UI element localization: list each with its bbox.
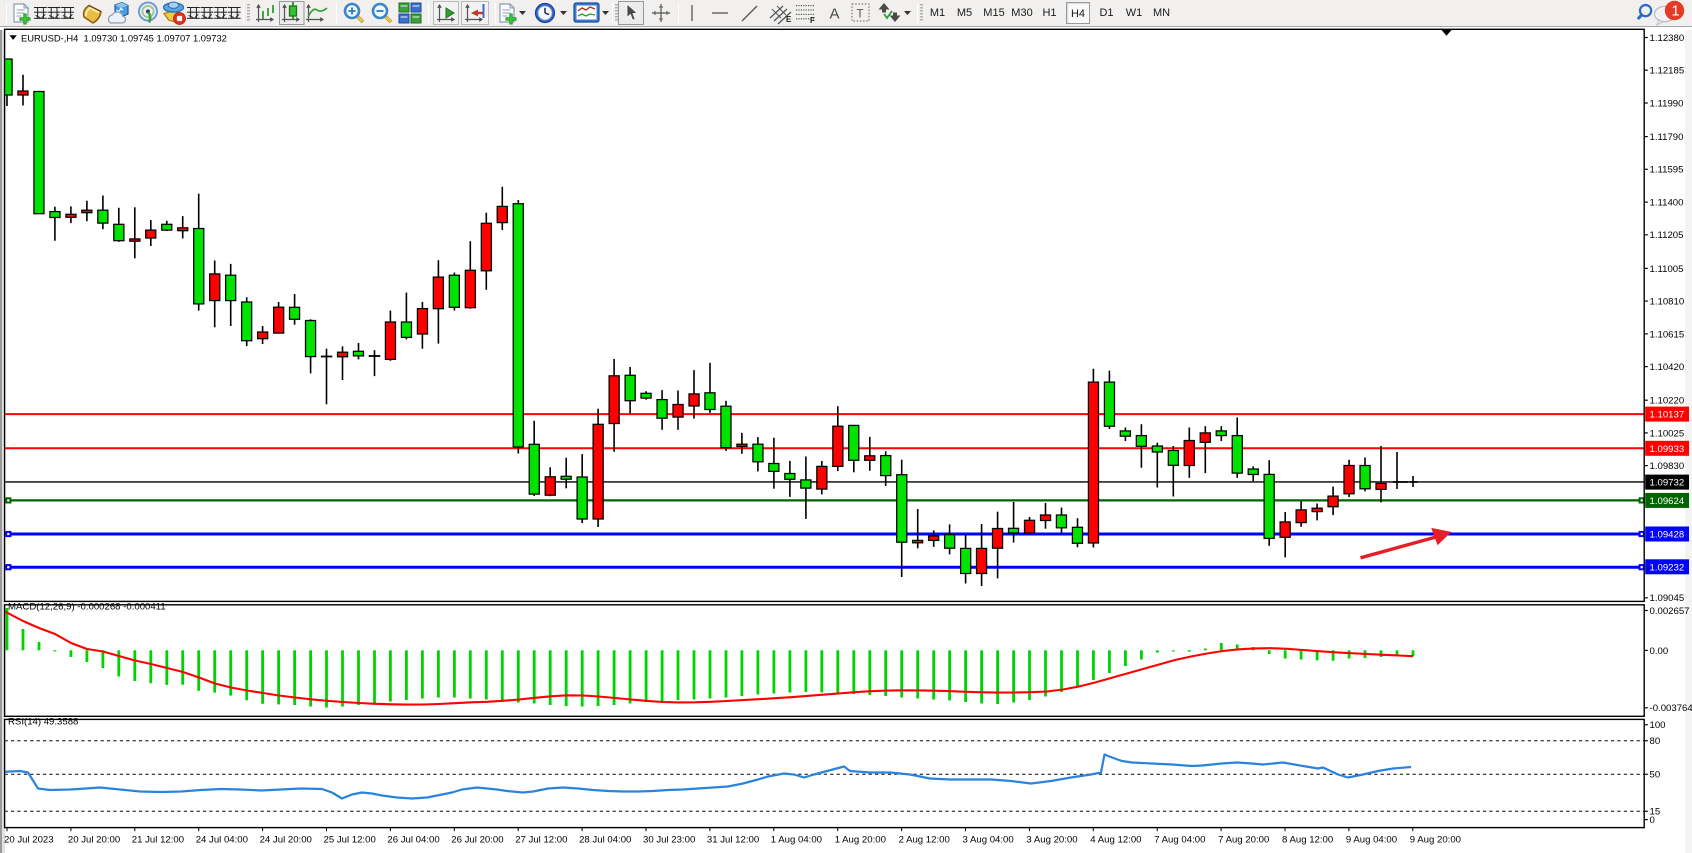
svg-text:100: 100: [1650, 720, 1666, 731]
svg-text:1.10810: 1.10810: [1650, 297, 1685, 308]
svg-text:0: 0: [1650, 815, 1655, 826]
svg-text:1.10025: 1.10025: [1650, 428, 1685, 439]
svg-text:25 Jul 12:00: 25 Jul 12:00: [324, 835, 376, 846]
svg-text:8 Aug 12:00: 8 Aug 12:00: [1282, 835, 1333, 846]
svg-text:1.11205: 1.11205: [1650, 230, 1684, 241]
svg-text:1.09830: 1.09830: [1650, 461, 1685, 472]
svg-text:1.09232: 1.09232: [1650, 562, 1685, 573]
svg-text:1.10615: 1.10615: [1650, 329, 1685, 340]
svg-text:1.11005: 1.11005: [1650, 264, 1684, 275]
svg-text:15: 15: [1650, 807, 1661, 818]
svg-text:1.11790: 1.11790: [1650, 132, 1684, 143]
svg-text:4 Aug 12:00: 4 Aug 12:00: [1090, 835, 1141, 846]
svg-text:1 Aug 04:00: 1 Aug 04:00: [771, 835, 822, 846]
svg-text:1.10137: 1.10137: [1650, 410, 1685, 421]
svg-text:1.09045: 1.09045: [1650, 593, 1685, 604]
svg-text:1.11990: 1.11990: [1650, 98, 1684, 109]
svg-text:F: F: [810, 16, 815, 25]
svg-text:50: 50: [1650, 770, 1661, 781]
svg-text:T: T: [857, 9, 864, 21]
svg-text:1.09428: 1.09428: [1650, 530, 1685, 541]
svg-text:1.11400: 1.11400: [1650, 198, 1684, 209]
svg-text:1.09624: 1.09624: [1650, 496, 1685, 507]
svg-text:20 Jul 2023: 20 Jul 2023: [4, 835, 54, 846]
svg-text:0.00: 0.00: [1650, 646, 1669, 657]
svg-text:7 Aug 04:00: 7 Aug 04:00: [1154, 835, 1205, 846]
svg-text:MACD(12,26,9) -0.000268 -0.000: MACD(12,26,9) -0.000268 -0.000411: [8, 602, 166, 613]
svg-text:7 Aug 20:00: 7 Aug 20:00: [1218, 835, 1269, 846]
svg-text:1.12380: 1.12380: [1650, 33, 1685, 44]
svg-text:0.002657: 0.002657: [1650, 606, 1690, 617]
svg-text:26 Jul 04:00: 26 Jul 04:00: [387, 835, 439, 846]
svg-text:27 Jul 12:00: 27 Jul 12:00: [515, 835, 567, 846]
svg-text:1.09732: 1.09732: [1650, 478, 1685, 489]
svg-text:EURUSD-,H4 1.09730 1.09745 1.: EURUSD-,H4 1.09730 1.09745 1.09707 1.097…: [21, 32, 227, 43]
svg-text:24 Jul 20:00: 24 Jul 20:00: [260, 835, 312, 846]
svg-text:31 Jul 12:00: 31 Jul 12:00: [707, 835, 759, 846]
svg-text:3 Aug 04:00: 3 Aug 04:00: [963, 835, 1014, 846]
svg-text:E: E: [786, 15, 792, 24]
svg-text:9 Aug 20:00: 9 Aug 20:00: [1410, 835, 1461, 846]
svg-text:24 Jul 04:00: 24 Jul 04:00: [196, 835, 248, 846]
svg-text:1.11595: 1.11595: [1650, 165, 1684, 176]
svg-text:A: A: [830, 6, 840, 23]
svg-text:1 Aug 20:00: 1 Aug 20:00: [835, 835, 886, 846]
svg-text:-0.003764: -0.003764: [1650, 703, 1692, 714]
svg-text:26 Jul 20:00: 26 Jul 20:00: [451, 835, 503, 846]
svg-text:20 Jul 20:00: 20 Jul 20:00: [68, 835, 120, 846]
svg-text:1.09933: 1.09933: [1650, 444, 1685, 455]
svg-text:1.10420: 1.10420: [1650, 362, 1685, 373]
svg-text:1.12185: 1.12185: [1650, 66, 1685, 77]
svg-text:80: 80: [1650, 736, 1661, 747]
svg-text:9 Aug 04:00: 9 Aug 04:00: [1346, 835, 1397, 846]
svg-text:21 Jul 12:00: 21 Jul 12:00: [132, 835, 184, 846]
svg-text:3 Aug 20:00: 3 Aug 20:00: [1026, 835, 1077, 846]
svg-text:1: 1: [1672, 4, 1680, 20]
svg-text:2 Aug 12:00: 2 Aug 12:00: [899, 835, 950, 846]
svg-text:30 Jul 23:00: 30 Jul 23:00: [643, 835, 695, 846]
svg-text:1.10220: 1.10220: [1650, 396, 1685, 407]
svg-text:28 Jul 04:00: 28 Jul 04:00: [579, 835, 631, 846]
svg-text:RSI(14) 49.3588: RSI(14) 49.3588: [8, 716, 78, 727]
